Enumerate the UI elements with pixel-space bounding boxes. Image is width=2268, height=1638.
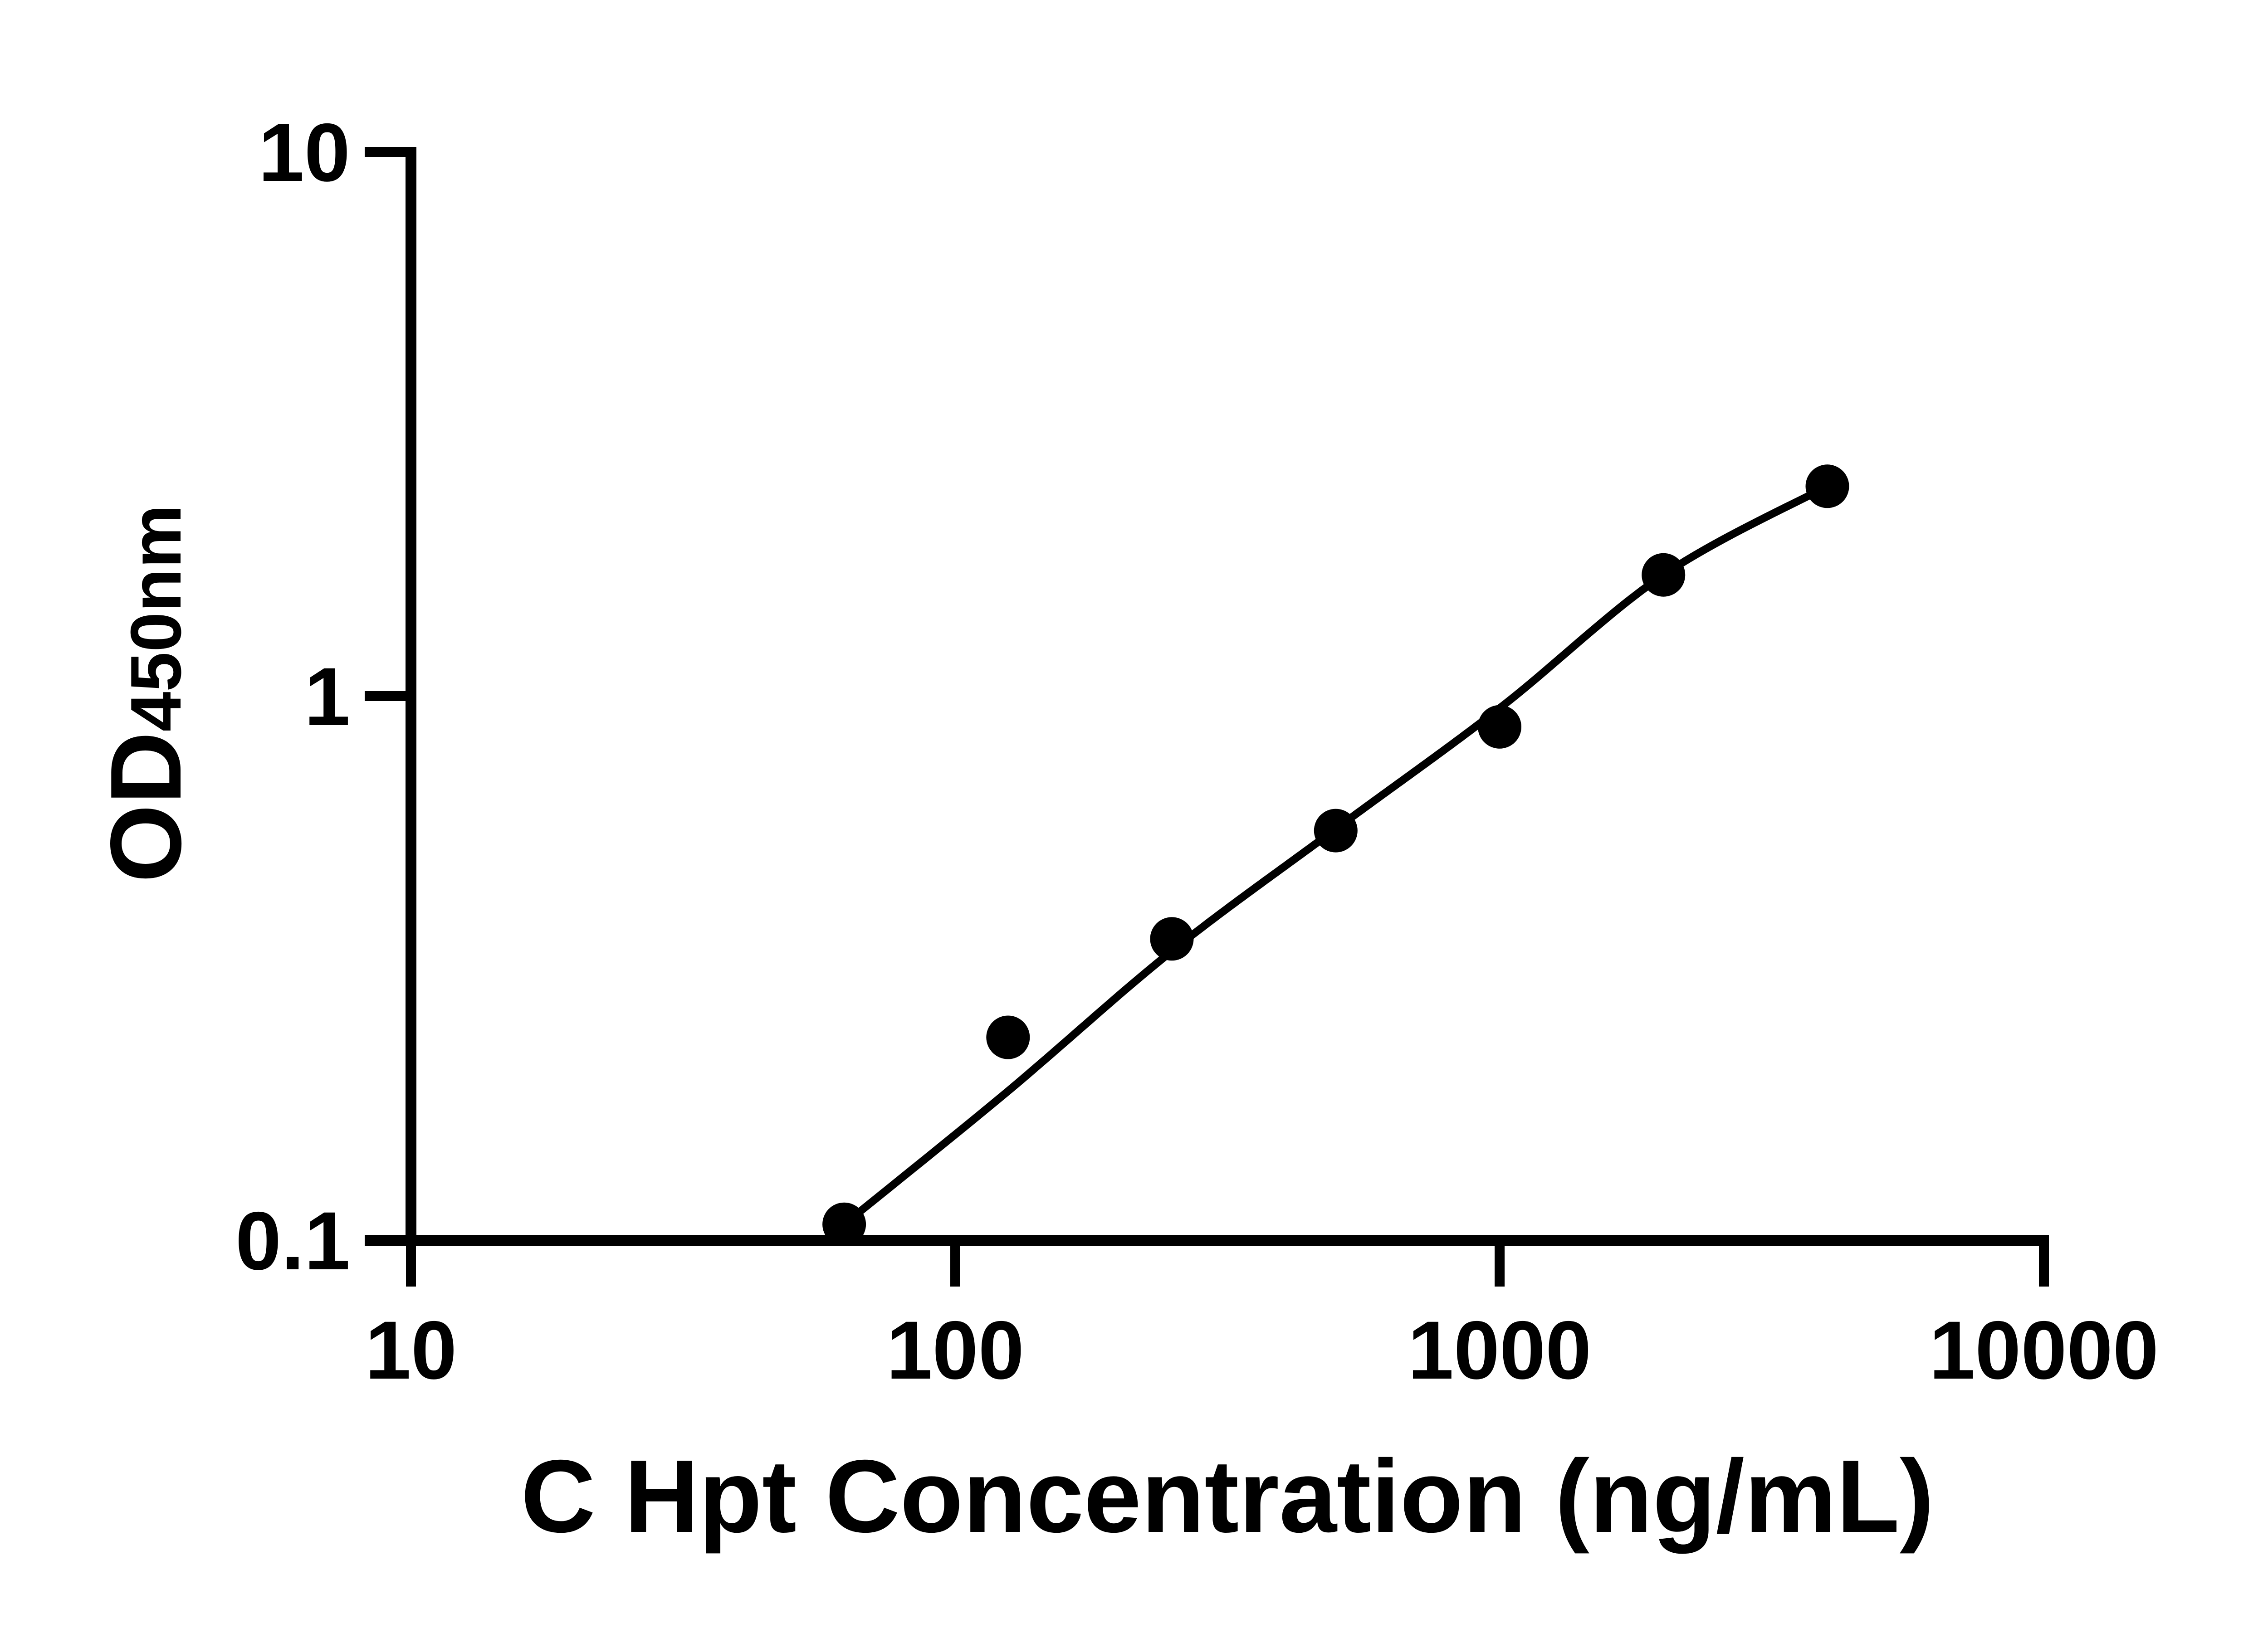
y-axis-title: OD450nm	[90, 505, 202, 883]
x-tick-label: 10	[365, 1304, 457, 1396]
y-axis-title-text: OD450nm	[90, 505, 202, 883]
x-tick-label: 100	[886, 1304, 1024, 1396]
data-point	[1150, 917, 1194, 961]
x-axis-tick-labels: 10 100 1000 10000	[365, 1304, 2159, 1396]
y-axis-ticks	[365, 147, 411, 1245]
x-axis-ticks	[406, 1240, 2049, 1287]
data-point	[1805, 464, 1849, 508]
data-point	[822, 1202, 866, 1246]
x-axis-title: C Hpt Concentration (ng/mL)	[521, 1439, 1934, 1554]
y-tick-label: 10	[259, 106, 350, 199]
fitted-curve	[840, 482, 1831, 1228]
data-point	[1642, 553, 1686, 597]
data-point	[1314, 809, 1358, 853]
data-point	[986, 1015, 1030, 1059]
y-axis-tick-labels: 0.1 1 10	[235, 106, 350, 1287]
x-tick-label: 10000	[1929, 1304, 2159, 1396]
fit-curve-path	[840, 482, 1831, 1228]
axes	[365, 147, 2049, 1246]
data-points	[822, 464, 1849, 1246]
x-tick-label: 1000	[1408, 1304, 1592, 1396]
data-point	[1478, 705, 1521, 749]
y-tick-label: 1	[304, 650, 350, 743]
y-tick-label: 0.1	[235, 1194, 350, 1287]
